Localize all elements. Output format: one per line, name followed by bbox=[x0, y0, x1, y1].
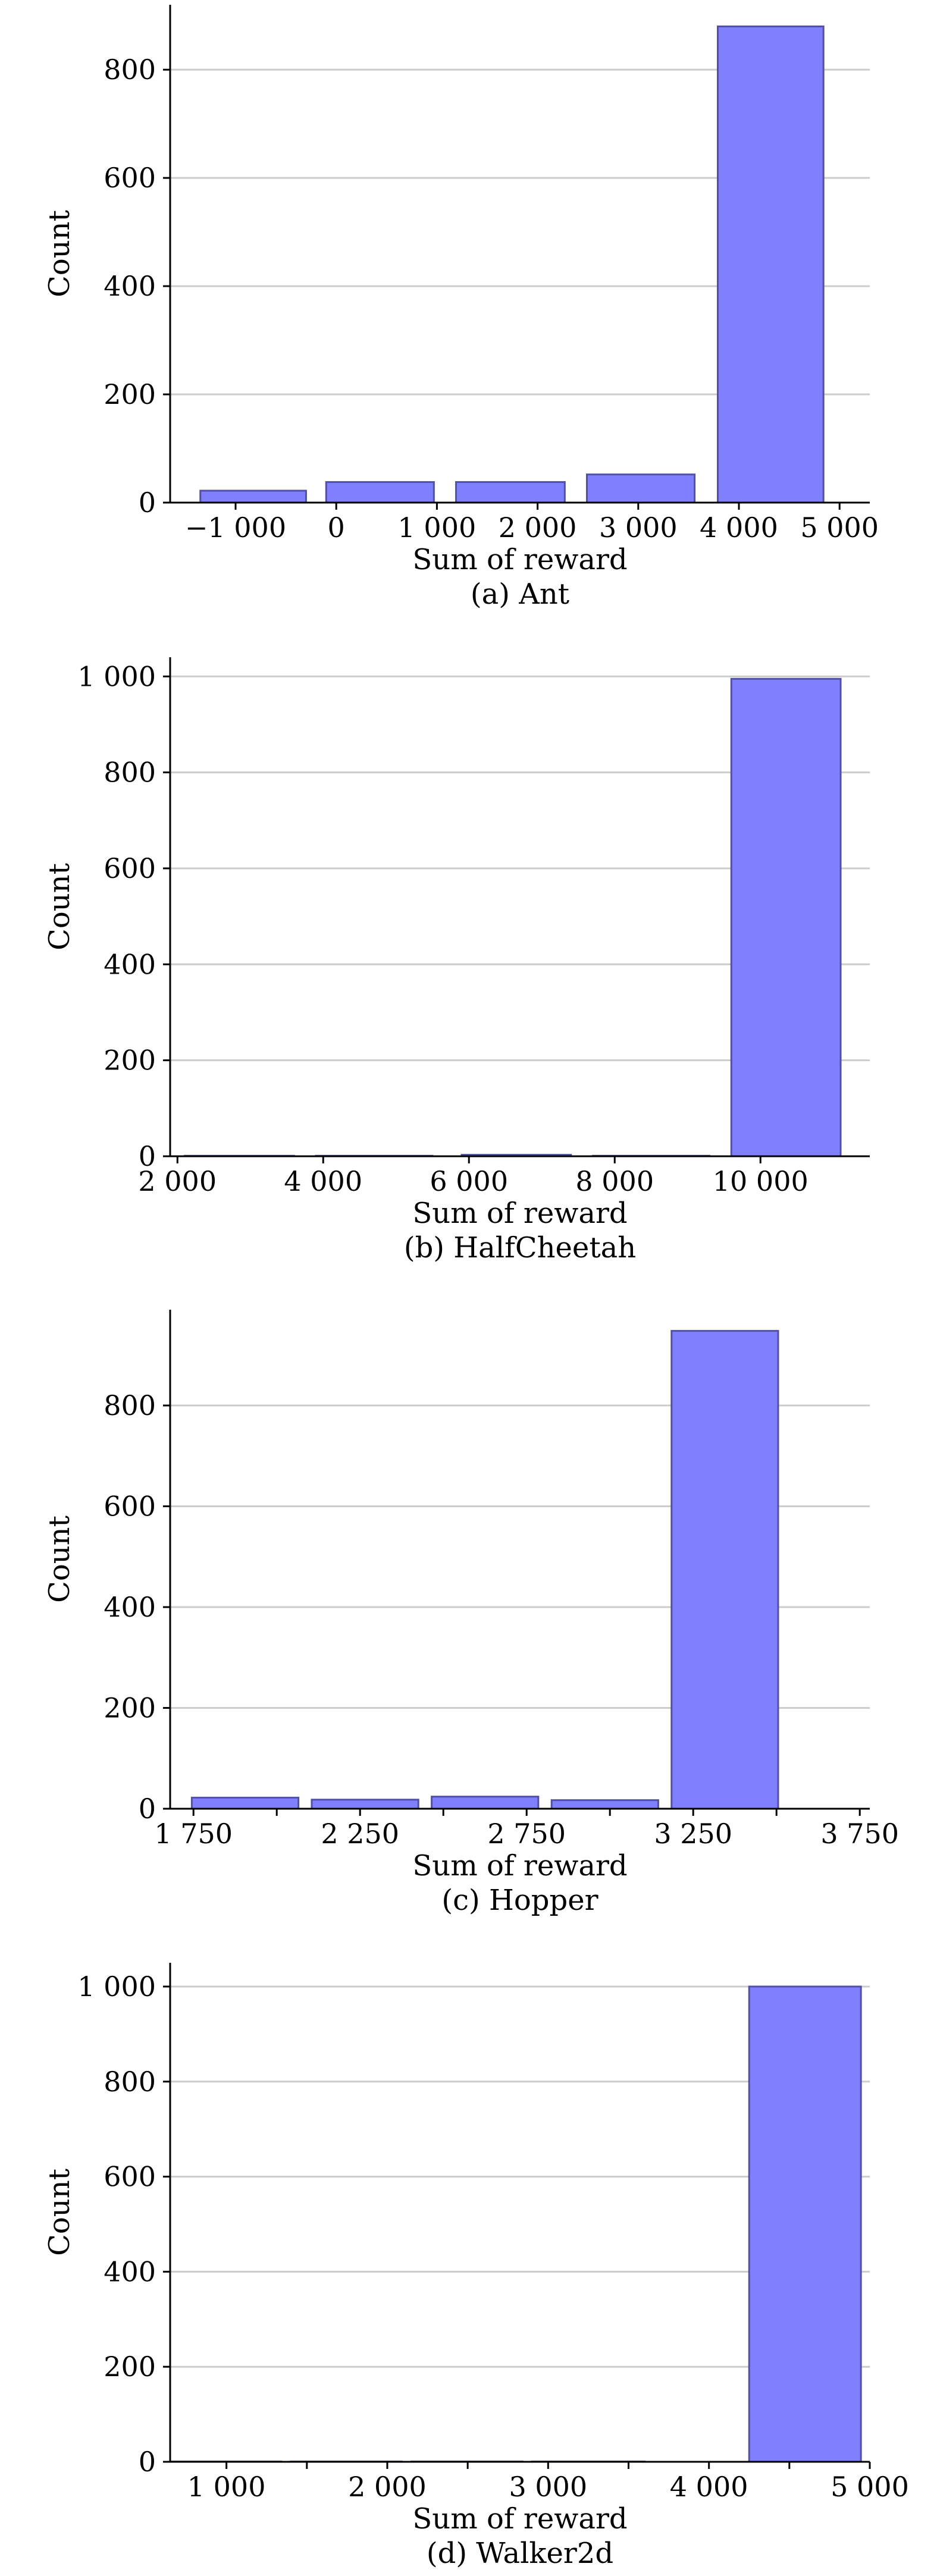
panel-caption: (a) Ant bbox=[471, 578, 569, 611]
y-axis-label: Count bbox=[43, 210, 76, 297]
bar-0 bbox=[199, 490, 307, 504]
x-tick-label-8: 3 750 bbox=[820, 1818, 899, 1850]
x-tick-label-6: 3 250 bbox=[654, 1818, 732, 1850]
x-tick-label-0: 1 750 bbox=[154, 1818, 233, 1850]
x-tick-label-6: 4 000 bbox=[670, 2471, 748, 2503]
chart-panel-0: 0 200 400 600 800 −1 000 0 1 000 2 000 3 000 4 000… bbox=[43, 5, 879, 611]
panel-caption: (c) Hopper bbox=[441, 1884, 598, 1917]
y-tick-label-1: 200 bbox=[104, 378, 156, 410]
bar-2 bbox=[431, 1796, 540, 1810]
x-tick-label-0: 2 000 bbox=[138, 1165, 217, 1197]
x-tick-label-1: 0 bbox=[328, 512, 345, 544]
x-tick-label-2: 2 250 bbox=[321, 1818, 399, 1850]
y-tick-label-3: 600 bbox=[104, 162, 156, 194]
chart-panel-3: 0 200 400 600 800 1 000 1 000 2 000 3 000 4 000 5 … bbox=[43, 1963, 909, 2570]
y-tick-label-3: 600 bbox=[104, 852, 156, 884]
x-tick-label-5: 4 000 bbox=[700, 512, 778, 544]
y-tick-label-0: 0 bbox=[139, 1793, 156, 1825]
y-tick-label-5: 1 000 bbox=[77, 660, 156, 692]
x-axis-label: Sum of reward bbox=[412, 1849, 627, 1882]
x-tick-label-6: 5 000 bbox=[800, 512, 879, 544]
y-tick-label-1: 200 bbox=[104, 2351, 156, 2383]
y-axis-label: Count bbox=[43, 863, 76, 950]
bar-4 bbox=[748, 1985, 862, 2463]
x-tick-label-4: 10 000 bbox=[713, 1165, 808, 1197]
y-tick-label-0: 0 bbox=[139, 1140, 156, 1172]
chart-panel-2: 0 200 400 600 800 1 750 2 250 2 750 3 250 3 750 Su… bbox=[43, 1310, 899, 1917]
bar-1 bbox=[311, 1799, 419, 1810]
y-axis-label: Count bbox=[43, 2169, 76, 2256]
y-tick-label-2: 400 bbox=[104, 270, 156, 302]
x-tick-label-3: 2 000 bbox=[499, 512, 577, 544]
x-tick-label-0: −1 000 bbox=[185, 512, 286, 544]
y-tick-label-4: 800 bbox=[104, 54, 156, 86]
y-tick-label-1: 200 bbox=[104, 1044, 156, 1077]
y-axis-label: Count bbox=[43, 1516, 76, 1603]
x-axis-label: Sum of reward bbox=[412, 2502, 627, 2536]
bar-3 bbox=[586, 473, 696, 504]
x-tick-label-1: 4 000 bbox=[284, 1165, 362, 1197]
y-tick-label-5: 1 000 bbox=[77, 1971, 156, 2003]
x-tick-label-4: 3 000 bbox=[509, 2471, 587, 2503]
y-tick-label-3: 600 bbox=[104, 2161, 156, 2193]
bar-2 bbox=[455, 481, 566, 504]
x-tick-label-0: 1 000 bbox=[187, 2471, 266, 2503]
bar-4 bbox=[716, 25, 825, 504]
x-tick-label-4: 3 000 bbox=[599, 512, 678, 544]
y-tick-label-2: 400 bbox=[104, 2255, 156, 2288]
y-tick-label-0: 0 bbox=[139, 2446, 156, 2478]
x-tick-label-3: 8 000 bbox=[575, 1165, 654, 1197]
y-tick-label-4: 800 bbox=[104, 2066, 156, 2098]
bar-3 bbox=[550, 1799, 659, 1810]
y-tick-label-2: 400 bbox=[104, 948, 156, 980]
x-tick-label-2: 1 000 bbox=[398, 512, 477, 544]
panel-caption: (b) HalfCheetah bbox=[404, 1231, 636, 1265]
x-tick-label-2: 6 000 bbox=[430, 1165, 508, 1197]
y-tick-label-4: 800 bbox=[104, 757, 156, 789]
y-tick-label-2: 400 bbox=[104, 1591, 156, 1623]
x-tick-label-2: 2 000 bbox=[348, 2471, 427, 2503]
x-tick-label-8: 5 000 bbox=[831, 2471, 909, 2503]
y-tick-label-3: 600 bbox=[104, 1491, 156, 1523]
chart-panel-1: 0 200 400 600 800 1 000 2 000 4 000 6 000 8 000 10… bbox=[43, 657, 870, 1265]
bar-4 bbox=[670, 1330, 779, 1810]
bar-1 bbox=[325, 481, 435, 504]
x-axis-label: Sum of reward bbox=[412, 1197, 627, 1230]
y-tick-label-4: 800 bbox=[104, 1389, 156, 1422]
bar-0 bbox=[190, 1796, 300, 1810]
x-axis-label: Sum of reward bbox=[412, 543, 627, 576]
x-tick-label-4: 2 750 bbox=[487, 1818, 566, 1850]
bar-4 bbox=[730, 677, 842, 1157]
panel-caption: (d) Walker2d bbox=[427, 2537, 613, 2570]
y-tick-label-0: 0 bbox=[139, 487, 156, 519]
y-tick-label-1: 200 bbox=[104, 1692, 156, 1724]
